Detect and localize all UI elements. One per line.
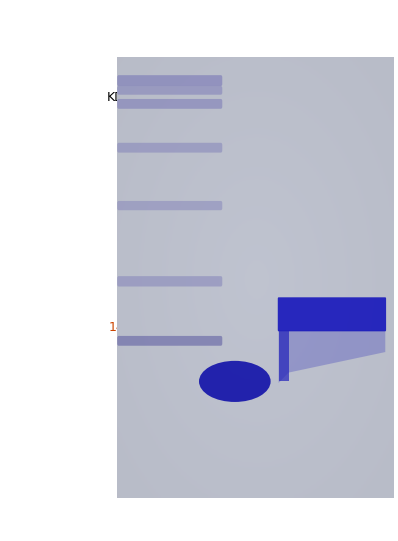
FancyBboxPatch shape — [117, 86, 222, 95]
FancyBboxPatch shape — [117, 99, 222, 109]
FancyBboxPatch shape — [117, 336, 222, 346]
FancyBboxPatch shape — [117, 143, 222, 153]
Text: R: R — [230, 457, 240, 472]
Text: 98: 98 — [120, 121, 136, 134]
Bar — [279, 330, 289, 381]
Text: 20: 20 — [120, 275, 136, 288]
Text: 45: 45 — [120, 172, 136, 185]
Text: 14.4: 14.4 — [109, 321, 136, 334]
Text: N: N — [300, 457, 312, 472]
FancyBboxPatch shape — [117, 276, 222, 287]
Text: KDa: KDa — [106, 91, 132, 104]
Polygon shape — [279, 330, 385, 383]
Ellipse shape — [199, 361, 271, 402]
Text: 66: 66 — [120, 138, 136, 151]
FancyBboxPatch shape — [278, 298, 386, 331]
Text: M: M — [164, 457, 177, 472]
FancyBboxPatch shape — [117, 201, 222, 210]
FancyBboxPatch shape — [117, 75, 222, 86]
Text: 31: 31 — [120, 217, 136, 230]
